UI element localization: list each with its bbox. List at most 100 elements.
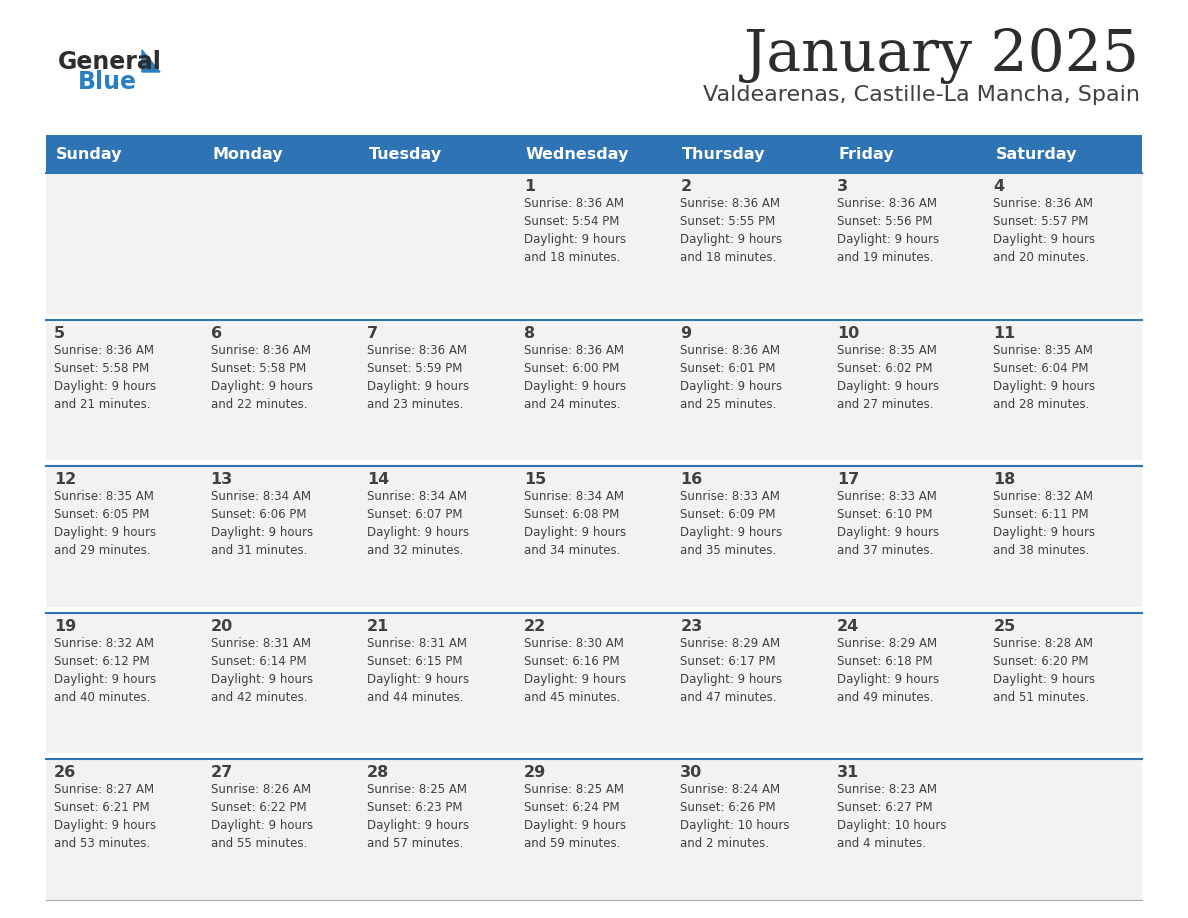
- Text: 20: 20: [210, 619, 233, 633]
- Text: 16: 16: [681, 472, 702, 487]
- Bar: [359, 135, 516, 173]
- Text: Tuesday: Tuesday: [369, 147, 442, 162]
- Text: 23: 23: [681, 619, 702, 633]
- Text: Sunrise: 8:35 AM
Sunset: 6:02 PM
Daylight: 9 hours
and 27 minutes.: Sunrise: 8:35 AM Sunset: 6:02 PM Dayligh…: [836, 343, 939, 410]
- Bar: [516, 759, 672, 900]
- Text: Sunrise: 8:34 AM
Sunset: 6:07 PM
Daylight: 9 hours
and 32 minutes.: Sunrise: 8:34 AM Sunset: 6:07 PM Dayligh…: [367, 490, 469, 557]
- Text: 15: 15: [524, 472, 546, 487]
- Bar: [672, 135, 829, 173]
- Bar: [672, 319, 829, 460]
- Bar: [829, 173, 985, 314]
- Text: 1: 1: [524, 179, 535, 194]
- Bar: [46, 135, 203, 173]
- Bar: [516, 613, 672, 754]
- Text: 3: 3: [836, 179, 848, 194]
- Bar: [203, 466, 359, 607]
- Bar: [203, 613, 359, 754]
- Bar: [985, 466, 1142, 607]
- Bar: [672, 613, 829, 754]
- Text: 11: 11: [993, 326, 1016, 341]
- Bar: [203, 759, 359, 900]
- Text: Sunrise: 8:35 AM
Sunset: 6:05 PM
Daylight: 9 hours
and 29 minutes.: Sunrise: 8:35 AM Sunset: 6:05 PM Dayligh…: [53, 490, 156, 557]
- Bar: [359, 613, 516, 754]
- Bar: [516, 466, 672, 607]
- Text: Sunrise: 8:36 AM
Sunset: 6:01 PM
Daylight: 9 hours
and 25 minutes.: Sunrise: 8:36 AM Sunset: 6:01 PM Dayligh…: [681, 343, 783, 410]
- Text: Sunrise: 8:30 AM
Sunset: 6:16 PM
Daylight: 9 hours
and 45 minutes.: Sunrise: 8:30 AM Sunset: 6:16 PM Dayligh…: [524, 637, 626, 704]
- Text: Sunrise: 8:28 AM
Sunset: 6:20 PM
Daylight: 9 hours
and 51 minutes.: Sunrise: 8:28 AM Sunset: 6:20 PM Dayligh…: [993, 637, 1095, 704]
- Bar: [672, 466, 829, 607]
- Text: Sunday: Sunday: [56, 147, 122, 162]
- Text: 9: 9: [681, 326, 691, 341]
- Text: Sunrise: 8:36 AM
Sunset: 6:00 PM
Daylight: 9 hours
and 24 minutes.: Sunrise: 8:36 AM Sunset: 6:00 PM Dayligh…: [524, 343, 626, 410]
- Text: 18: 18: [993, 472, 1016, 487]
- Bar: [516, 173, 672, 314]
- Text: 5: 5: [53, 326, 65, 341]
- Bar: [985, 759, 1142, 900]
- Text: Sunrise: 8:35 AM
Sunset: 6:04 PM
Daylight: 9 hours
and 28 minutes.: Sunrise: 8:35 AM Sunset: 6:04 PM Dayligh…: [993, 343, 1095, 410]
- Bar: [985, 613, 1142, 754]
- Text: 24: 24: [836, 619, 859, 633]
- Text: Sunrise: 8:24 AM
Sunset: 6:26 PM
Daylight: 10 hours
and 2 minutes.: Sunrise: 8:24 AM Sunset: 6:26 PM Dayligh…: [681, 783, 790, 850]
- Text: Wednesday: Wednesday: [526, 147, 630, 162]
- Bar: [359, 759, 516, 900]
- Text: General: General: [58, 50, 162, 74]
- Bar: [516, 135, 672, 173]
- Text: 19: 19: [53, 619, 76, 633]
- Text: 10: 10: [836, 326, 859, 341]
- Text: 4: 4: [993, 179, 1005, 194]
- Text: Sunrise: 8:34 AM
Sunset: 6:06 PM
Daylight: 9 hours
and 31 minutes.: Sunrise: 8:34 AM Sunset: 6:06 PM Dayligh…: [210, 490, 312, 557]
- Bar: [46, 759, 203, 900]
- Polygon shape: [143, 50, 160, 72]
- Text: Sunrise: 8:36 AM
Sunset: 5:57 PM
Daylight: 9 hours
and 20 minutes.: Sunrise: 8:36 AM Sunset: 5:57 PM Dayligh…: [993, 197, 1095, 264]
- Bar: [46, 613, 203, 754]
- Bar: [829, 613, 985, 754]
- Text: Sunrise: 8:36 AM
Sunset: 5:54 PM
Daylight: 9 hours
and 18 minutes.: Sunrise: 8:36 AM Sunset: 5:54 PM Dayligh…: [524, 197, 626, 264]
- Bar: [672, 759, 829, 900]
- Text: 12: 12: [53, 472, 76, 487]
- Text: Sunrise: 8:31 AM
Sunset: 6:15 PM
Daylight: 9 hours
and 44 minutes.: Sunrise: 8:31 AM Sunset: 6:15 PM Dayligh…: [367, 637, 469, 704]
- Text: 27: 27: [210, 766, 233, 780]
- Text: Sunrise: 8:25 AM
Sunset: 6:24 PM
Daylight: 9 hours
and 59 minutes.: Sunrise: 8:25 AM Sunset: 6:24 PM Dayligh…: [524, 783, 626, 850]
- Text: Sunrise: 8:36 AM
Sunset: 5:58 PM
Daylight: 9 hours
and 21 minutes.: Sunrise: 8:36 AM Sunset: 5:58 PM Dayligh…: [53, 343, 156, 410]
- Text: 31: 31: [836, 766, 859, 780]
- Text: Sunrise: 8:36 AM
Sunset: 5:58 PM
Daylight: 9 hours
and 22 minutes.: Sunrise: 8:36 AM Sunset: 5:58 PM Dayligh…: [210, 343, 312, 410]
- Text: 17: 17: [836, 472, 859, 487]
- Text: Valdearenas, Castille-La Mancha, Spain: Valdearenas, Castille-La Mancha, Spain: [703, 85, 1140, 105]
- Bar: [46, 319, 203, 460]
- Bar: [985, 319, 1142, 460]
- Text: 6: 6: [210, 326, 222, 341]
- Text: 30: 30: [681, 766, 702, 780]
- Text: Sunrise: 8:29 AM
Sunset: 6:17 PM
Daylight: 9 hours
and 47 minutes.: Sunrise: 8:29 AM Sunset: 6:17 PM Dayligh…: [681, 637, 783, 704]
- Bar: [672, 173, 829, 314]
- Text: 2: 2: [681, 179, 691, 194]
- Bar: [203, 173, 359, 314]
- Text: Sunrise: 8:23 AM
Sunset: 6:27 PM
Daylight: 10 hours
and 4 minutes.: Sunrise: 8:23 AM Sunset: 6:27 PM Dayligh…: [836, 783, 947, 850]
- Text: Thursday: Thursday: [682, 147, 766, 162]
- Text: 29: 29: [524, 766, 546, 780]
- Bar: [829, 135, 985, 173]
- Text: Sunrise: 8:29 AM
Sunset: 6:18 PM
Daylight: 9 hours
and 49 minutes.: Sunrise: 8:29 AM Sunset: 6:18 PM Dayligh…: [836, 637, 939, 704]
- Text: Sunrise: 8:26 AM
Sunset: 6:22 PM
Daylight: 9 hours
and 55 minutes.: Sunrise: 8:26 AM Sunset: 6:22 PM Dayligh…: [210, 783, 312, 850]
- Bar: [985, 135, 1142, 173]
- Bar: [829, 759, 985, 900]
- Text: Sunrise: 8:36 AM
Sunset: 5:59 PM
Daylight: 9 hours
and 23 minutes.: Sunrise: 8:36 AM Sunset: 5:59 PM Dayligh…: [367, 343, 469, 410]
- Text: Sunrise: 8:36 AM
Sunset: 5:55 PM
Daylight: 9 hours
and 18 minutes.: Sunrise: 8:36 AM Sunset: 5:55 PM Dayligh…: [681, 197, 783, 264]
- Text: Saturday: Saturday: [996, 147, 1078, 162]
- Bar: [203, 319, 359, 460]
- Text: Sunrise: 8:33 AM
Sunset: 6:09 PM
Daylight: 9 hours
and 35 minutes.: Sunrise: 8:33 AM Sunset: 6:09 PM Dayligh…: [681, 490, 783, 557]
- Text: Sunrise: 8:36 AM
Sunset: 5:56 PM
Daylight: 9 hours
and 19 minutes.: Sunrise: 8:36 AM Sunset: 5:56 PM Dayligh…: [836, 197, 939, 264]
- Text: Sunrise: 8:33 AM
Sunset: 6:10 PM
Daylight: 9 hours
and 37 minutes.: Sunrise: 8:33 AM Sunset: 6:10 PM Dayligh…: [836, 490, 939, 557]
- Bar: [359, 466, 516, 607]
- Bar: [829, 319, 985, 460]
- Bar: [46, 173, 203, 314]
- Text: Sunrise: 8:32 AM
Sunset: 6:12 PM
Daylight: 9 hours
and 40 minutes.: Sunrise: 8:32 AM Sunset: 6:12 PM Dayligh…: [53, 637, 156, 704]
- Text: 21: 21: [367, 619, 390, 633]
- Bar: [203, 135, 359, 173]
- Text: January 2025: January 2025: [744, 28, 1140, 84]
- Text: Sunrise: 8:25 AM
Sunset: 6:23 PM
Daylight: 9 hours
and 57 minutes.: Sunrise: 8:25 AM Sunset: 6:23 PM Dayligh…: [367, 783, 469, 850]
- Text: Sunrise: 8:34 AM
Sunset: 6:08 PM
Daylight: 9 hours
and 34 minutes.: Sunrise: 8:34 AM Sunset: 6:08 PM Dayligh…: [524, 490, 626, 557]
- Bar: [985, 173, 1142, 314]
- Text: 28: 28: [367, 766, 390, 780]
- Bar: [359, 319, 516, 460]
- Text: 26: 26: [53, 766, 76, 780]
